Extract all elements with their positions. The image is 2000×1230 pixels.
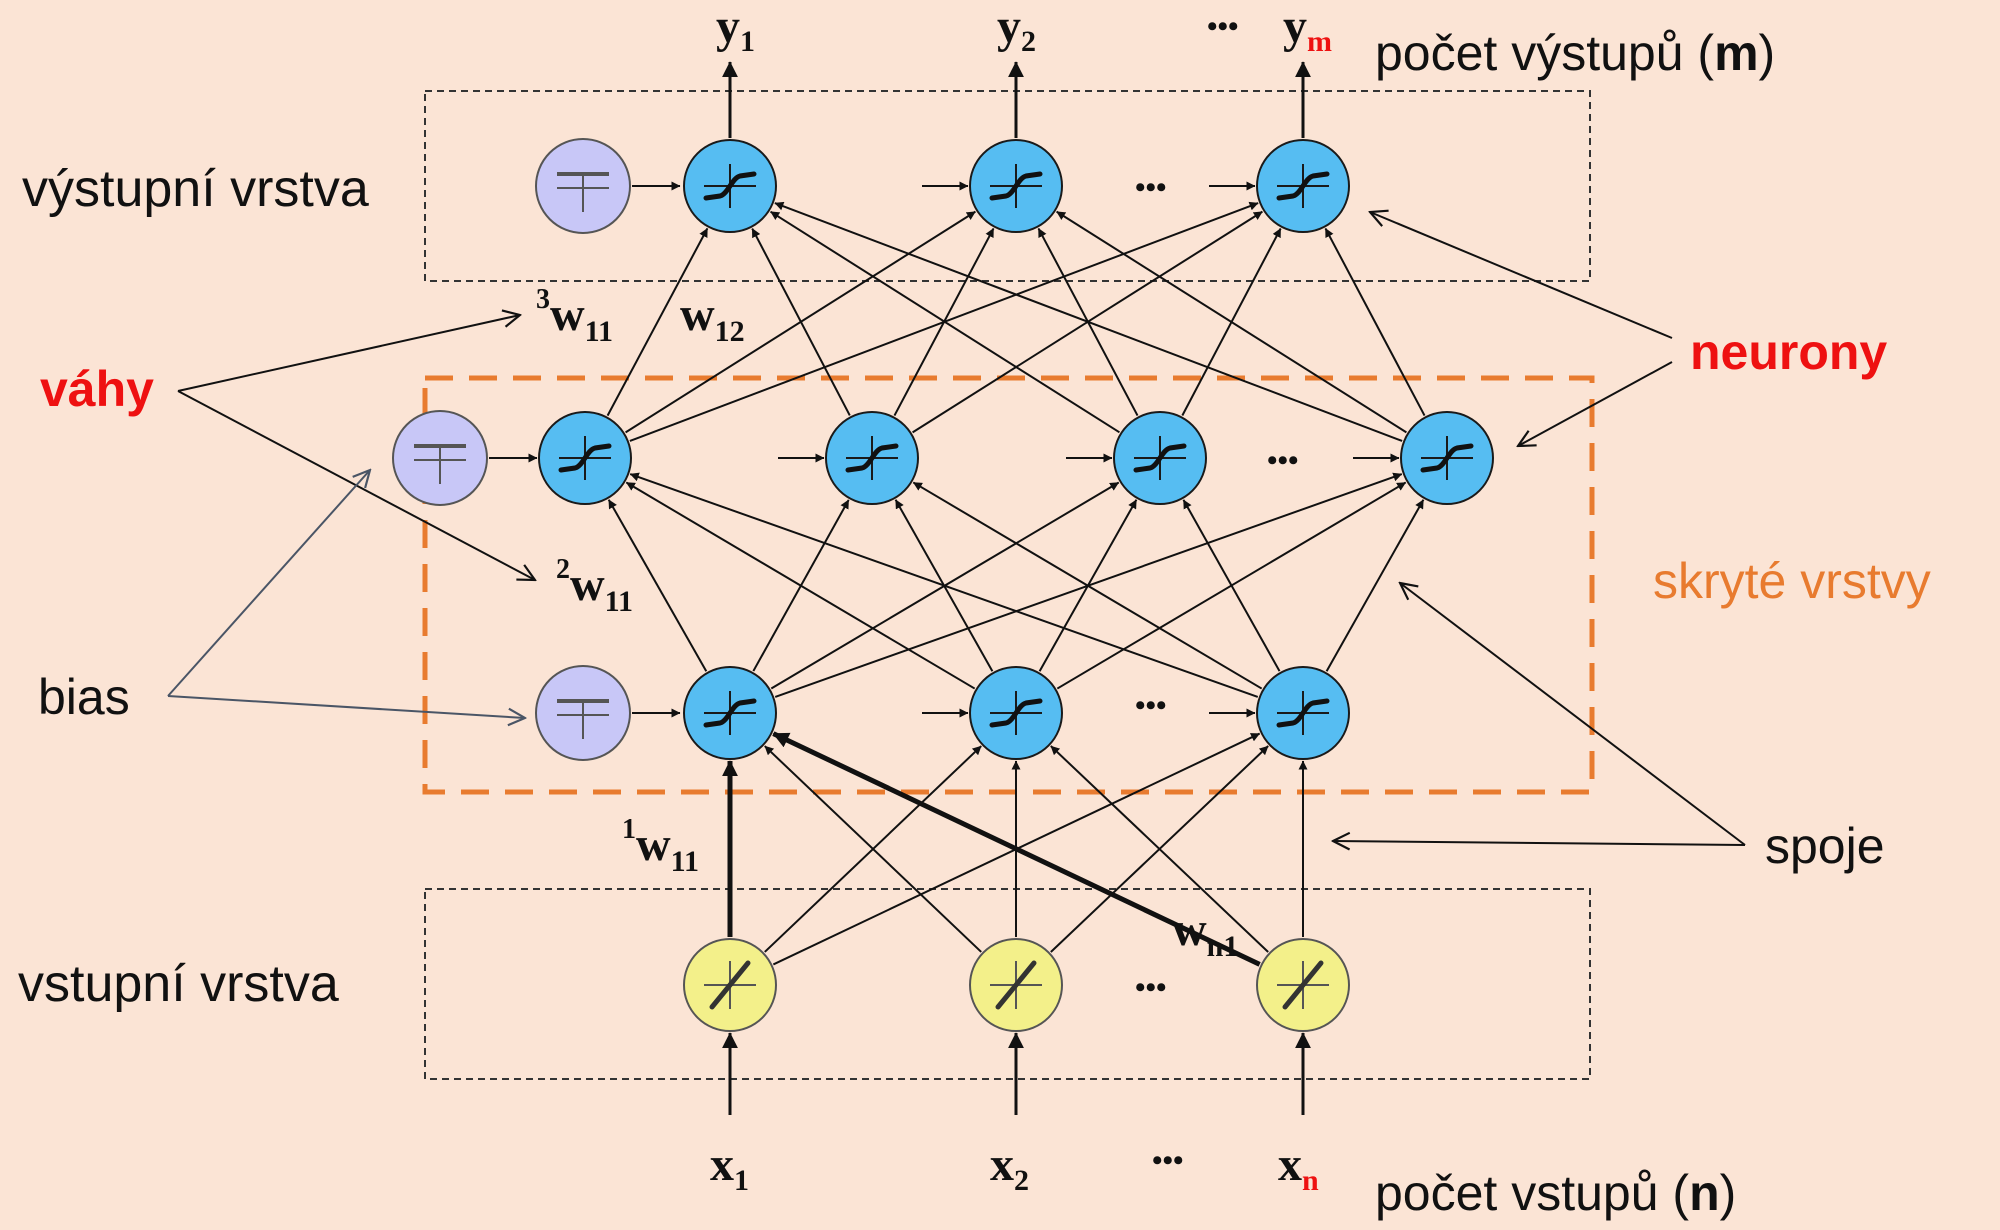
- connection-line: [625, 481, 976, 690]
- connection-line: [764, 745, 982, 953]
- input-layer-label: vstupní vrstva: [18, 955, 339, 1013]
- constant-bias-icon: [392, 410, 488, 506]
- connections-label: spoje: [1765, 818, 1885, 874]
- linear-activation-icon: [683, 938, 777, 1032]
- annotation-arrow: [1400, 583, 1746, 846]
- linear-activation-icon: [1256, 938, 1350, 1032]
- connections: [489, 61, 1426, 1115]
- constant-bias-icon: [535, 665, 631, 761]
- sigmoid-activation-icon: [1256, 666, 1350, 760]
- sigmoid-activation-icon: [683, 139, 777, 233]
- annotation-arrow: [1518, 361, 1673, 446]
- connection-line: [772, 731, 1261, 967]
- input-symbols: x1 x2 xn: [710, 1138, 1319, 1197]
- ellipsis: •••: [1267, 444, 1299, 477]
- connection-line: [912, 481, 1263, 690]
- input-xn: xn: [1278, 1138, 1319, 1197]
- weight-wn1: wn1: [1172, 903, 1238, 963]
- weight-1w11: 1w11: [622, 814, 699, 878]
- output-y1: y1: [716, 0, 755, 58]
- linear-activation-icon: [969, 938, 1063, 1032]
- output-layer-label: výstupní vrstva: [22, 160, 369, 218]
- output-y2: y2: [997, 0, 1036, 58]
- connection-line: [1050, 745, 1269, 953]
- weight-labels: 3w11 w12 2w11 1w11 wn1: [536, 284, 1238, 963]
- weight-w12: w12: [680, 288, 745, 348]
- connection-line: [1325, 499, 1425, 672]
- annotation-arrows: [167, 212, 1746, 846]
- weights-label: váhy: [40, 361, 154, 417]
- sigmoid-activation-icon: [683, 666, 777, 760]
- ellipsis: •••: [1207, 10, 1239, 43]
- output-count-label: počet výstupů (m): [1375, 25, 1775, 81]
- sigmoid-activation-icon: [538, 411, 632, 505]
- weight-2w11: 2w11: [556, 554, 633, 618]
- sigmoid-activation-icon: [1400, 411, 1494, 505]
- annotation-arrow: [1370, 212, 1673, 339]
- annotation-arrow: [1333, 841, 1746, 845]
- annotation-arrow: [167, 695, 525, 718]
- output-symbols: y1 y2 ym: [716, 0, 1332, 58]
- sigmoid-activation-icon: [825, 411, 919, 505]
- connection-line: [770, 210, 1120, 434]
- ellipsis: •••: [1135, 689, 1167, 722]
- sigmoid-activation-icon: [1256, 139, 1350, 233]
- connection-line: [606, 227, 709, 417]
- input-x1: x1: [710, 1138, 749, 1197]
- connection-line: [1056, 210, 1407, 434]
- bias-label: bias: [38, 669, 130, 725]
- connection-line: [751, 228, 851, 416]
- sigmoid-activation-icon: [969, 139, 1063, 233]
- ellipsis: •••: [1135, 971, 1167, 1004]
- input-count-label: počet vstupů (n): [1375, 1165, 1736, 1221]
- nodes: [392, 138, 1494, 1032]
- ellipsis: •••: [1152, 1144, 1184, 1177]
- ellipses: ••• ••• ••• ••• ••• •••: [1135, 10, 1299, 1177]
- sigmoid-activation-icon: [969, 666, 1063, 760]
- annotation-arrow: [167, 470, 370, 697]
- constant-bias-icon: [535, 138, 631, 234]
- sigmoid-activation-icon: [1113, 411, 1207, 505]
- input-layer-box: [424, 888, 1591, 1080]
- connection-line: [1182, 499, 1281, 672]
- hidden-layers-label: skryté vrstvy: [1653, 553, 1931, 609]
- connection-line: [774, 201, 1403, 442]
- output-ym: ym: [1283, 0, 1332, 58]
- connection-line: [607, 499, 708, 672]
- neurons-label: neurony: [1690, 324, 1887, 380]
- ellipsis: •••: [1135, 171, 1167, 204]
- annotation-arrow: [177, 315, 520, 392]
- connection-line: [1324, 227, 1426, 417]
- output-layer-box: [424, 90, 1591, 282]
- hidden-layers-box: [422, 375, 1595, 795]
- input-x2: x2: [990, 1138, 1029, 1197]
- connection-line: [629, 472, 1259, 698]
- weight-3w11: 3w11: [536, 284, 613, 348]
